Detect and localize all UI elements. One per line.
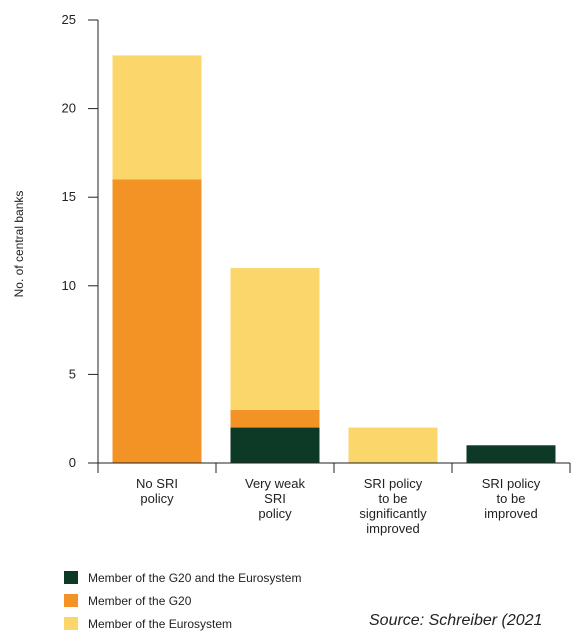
x-category-label-line: improved bbox=[366, 521, 419, 536]
x-category-label-line: policy bbox=[258, 506, 292, 521]
x-category-label: Very weak SRI policy bbox=[245, 476, 305, 521]
y-tick-label: 10 bbox=[62, 278, 76, 293]
y-tick-label: 0 bbox=[69, 455, 76, 470]
x-category-label: SRI policy to be significantly improved bbox=[359, 476, 427, 536]
bar-segment bbox=[112, 179, 202, 464]
x-category-label-line: policy bbox=[140, 491, 174, 506]
x-category-label-line: Very weak bbox=[245, 476, 305, 491]
y-tick-label: 15 bbox=[62, 189, 76, 204]
legend-label: Member of the Eurosystem bbox=[88, 616, 233, 631]
legend-swatch bbox=[64, 571, 78, 584]
legend-label: Member of the G20 bbox=[88, 593, 192, 608]
bar-segment bbox=[230, 409, 320, 428]
y-tick-label: 20 bbox=[62, 101, 76, 116]
source-note: Source: Schreiber (2021 bbox=[369, 612, 543, 629]
x-category-label: SRI policy to be improved bbox=[482, 476, 541, 521]
x-category-label-line: improved bbox=[484, 506, 537, 521]
x-category-label-line: to be bbox=[497, 491, 526, 506]
legend-swatch bbox=[64, 594, 78, 607]
bar-segment bbox=[348, 427, 438, 463]
x-category-label: No SRI policy bbox=[136, 476, 178, 506]
x-category-label-line: No SRI bbox=[136, 476, 178, 491]
bar-segment bbox=[466, 445, 556, 463]
x-category-label-line: significantly bbox=[359, 506, 427, 521]
legend-item: Member of the G20 bbox=[64, 589, 301, 612]
bar-segment bbox=[230, 427, 320, 463]
legend-item: Member of the Eurosystem bbox=[64, 612, 301, 635]
y-axis-label: No. of central banks bbox=[12, 191, 26, 298]
x-category-label-line: to be bbox=[379, 491, 408, 506]
bar-segment bbox=[230, 268, 320, 410]
legend-item: Member of the G20 and the Eurosystem bbox=[64, 566, 301, 589]
legend-swatch bbox=[64, 617, 78, 630]
x-category-label-line: SRI policy bbox=[364, 476, 423, 491]
bars bbox=[112, 55, 556, 464]
legend-label: Member of the G20 and the Eurosystem bbox=[88, 570, 302, 585]
x-category-label-line: SRI bbox=[264, 491, 286, 506]
legend: Member of the G20 and the Eurosystem Mem… bbox=[64, 566, 301, 635]
y-tick-label: 25 bbox=[62, 12, 76, 27]
x-category-label-line: SRI policy bbox=[482, 476, 541, 491]
bar-segment bbox=[112, 55, 202, 180]
y-axis: 0 5 10 15 20 25 bbox=[62, 12, 99, 470]
y-tick-label: 5 bbox=[69, 366, 76, 381]
